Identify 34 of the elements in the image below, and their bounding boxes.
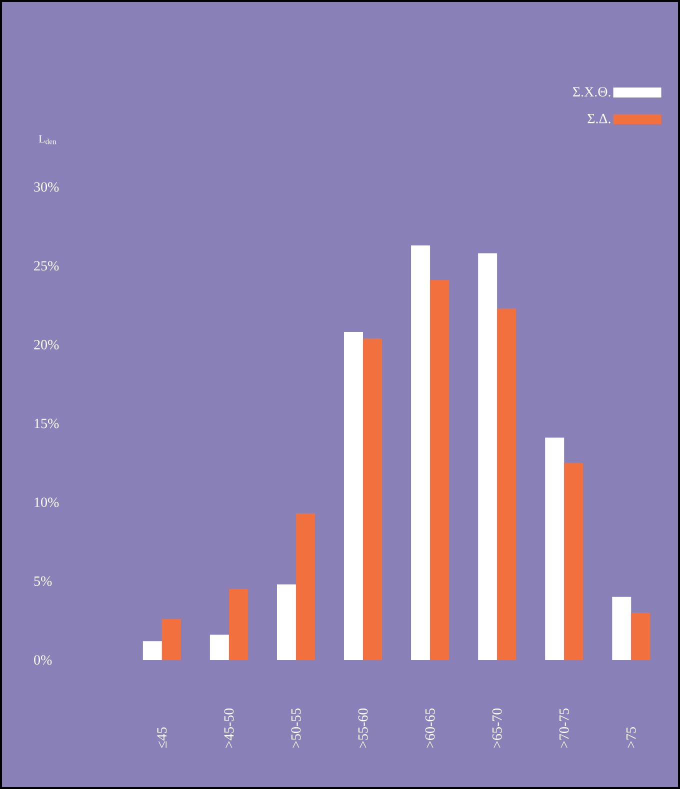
legend-label: Σ.Δ.: [588, 114, 610, 124]
x-tick-label: >50-55: [291, 708, 301, 748]
y-tick-label: 25%: [34, 261, 59, 271]
bar: [344, 332, 364, 660]
x-tick-label: >45-50: [224, 708, 234, 748]
bar: [631, 612, 650, 660]
bar: [411, 245, 430, 660]
bar: [162, 619, 181, 660]
x-tick-label: ≤45: [157, 727, 167, 748]
x-tick-label: >60-65: [425, 708, 435, 748]
bar: [545, 438, 564, 660]
y-axis-title: L$_{den}$: [38, 135, 56, 144]
y-tick-label: 15%: [34, 418, 59, 428]
bar: [276, 584, 296, 660]
y-tick-label: 0%: [34, 655, 52, 665]
bar: [430, 280, 450, 660]
bar: [296, 513, 315, 660]
bar: [612, 596, 632, 660]
x-tick-label: >70-75: [559, 708, 569, 748]
y-tick-label: 30%: [34, 182, 59, 192]
bar: [497, 308, 516, 660]
bar: [228, 589, 248, 660]
y-tick-label: 10%: [34, 498, 59, 508]
bar: [564, 462, 584, 660]
x-tick-label: >65-70: [492, 708, 502, 748]
bar: [142, 641, 162, 660]
y-tick-label: 5%: [34, 576, 52, 586]
legend-label: Σ.Χ.Θ.: [572, 87, 610, 97]
bar: [210, 634, 229, 660]
bar: [478, 253, 498, 660]
y-tick-label: 20%: [34, 340, 59, 350]
x-tick-label: >75: [626, 727, 636, 748]
bar: [363, 338, 382, 660]
x-tick-label: >55-60: [358, 708, 368, 748]
